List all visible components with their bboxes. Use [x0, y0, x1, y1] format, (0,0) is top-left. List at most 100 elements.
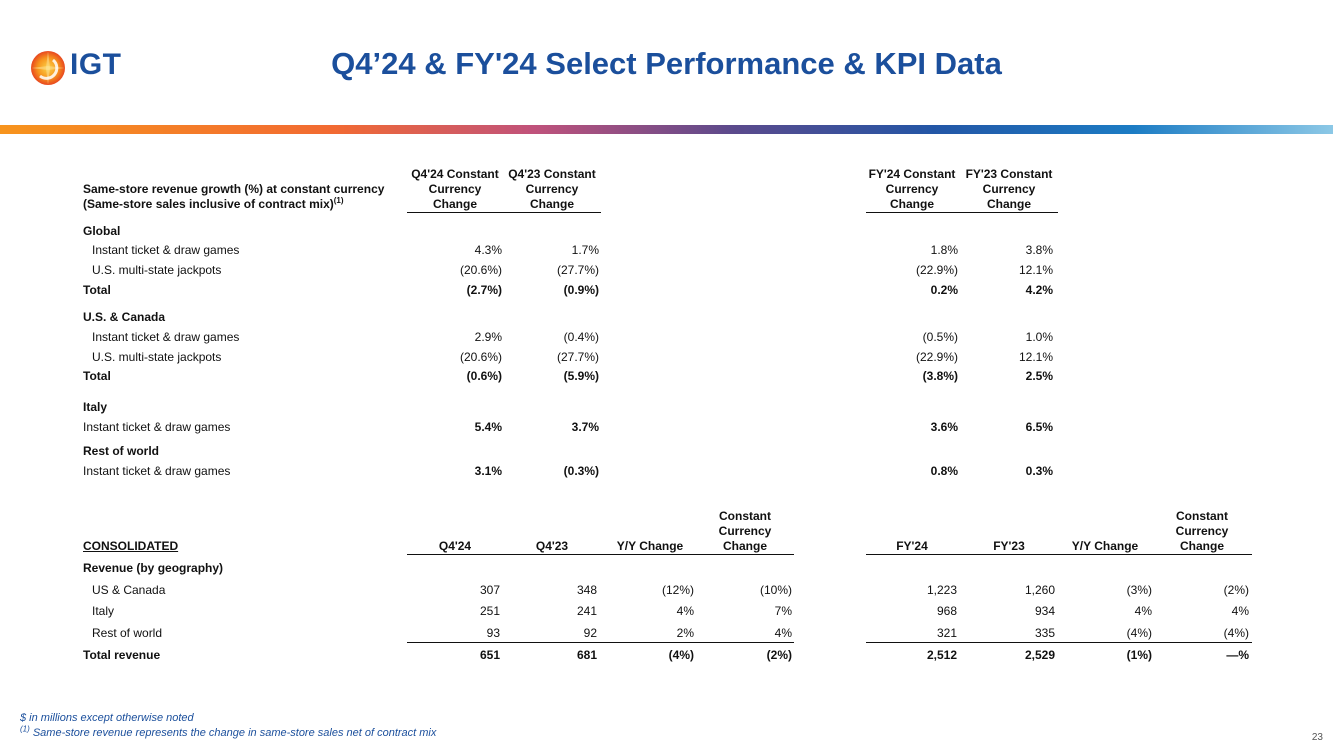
table-cell: —%: [1226, 648, 1249, 662]
column-header: Constant: [1176, 509, 1228, 523]
table-cell: 251: [479, 604, 500, 618]
table-cell: (3.8%): [922, 369, 958, 383]
table-cell: 241: [576, 604, 597, 618]
column-header: Q4'23 Constant: [508, 167, 596, 181]
column-header: FY'23 Constant: [965, 167, 1053, 181]
table-cell: 1,223: [926, 583, 957, 597]
table-cell: (22.9%): [915, 263, 958, 277]
table-cell: 4.3%: [474, 243, 502, 257]
table-cell: 7%: [774, 604, 792, 618]
table-cell: 2%: [676, 626, 694, 640]
column-header: Currency: [885, 182, 939, 196]
column-header: Q4'24 Constant: [411, 167, 499, 181]
column-header: FY'24 Constant: [868, 167, 956, 181]
table-cell: (22.9%): [915, 350, 958, 364]
table-cell: 3.7%: [571, 420, 599, 434]
table-cell: 0.8%: [930, 464, 958, 478]
table-row-label: Global: [83, 224, 121, 238]
table-cell: 2.9%: [474, 330, 502, 344]
table-cell: (4%): [1126, 626, 1152, 640]
column-header: Currency: [982, 182, 1036, 196]
page-title: Q4’24 & FY'24 Select Performance & KPI D…: [331, 46, 1002, 81]
table-cell: 0.2%: [930, 283, 958, 297]
table-cell: (4%): [1223, 626, 1249, 640]
header-rule: [407, 554, 794, 555]
table-row-label: U.S. & Canada: [83, 310, 166, 324]
header-rule: [407, 212, 601, 213]
table-row-label: Rest of world: [83, 444, 160, 458]
table-cell: 93: [486, 626, 500, 640]
footnote-units: $ in millions except otherwise noted: [20, 712, 194, 724]
table-cell: (27.7%): [556, 350, 599, 364]
table-cell: (1%): [1126, 648, 1152, 662]
table-cell: (5.9%): [563, 369, 599, 383]
table-cell: 651: [479, 648, 500, 662]
table-cell: 4%: [1231, 604, 1249, 618]
table-cell: 92: [583, 626, 597, 640]
table-cell: 0.3%: [1025, 464, 1053, 478]
table-row-label: Revenue (by geography): [83, 561, 224, 575]
table-row-label: Total: [83, 283, 111, 297]
table-cell: (0.5%): [922, 330, 958, 344]
table-cell: (12%): [661, 583, 694, 597]
column-header: Currency: [1175, 524, 1229, 538]
column-header: Change: [432, 197, 477, 211]
column-header: Q4'23: [535, 539, 569, 553]
table-row-label: U.S. multi-state jackpots: [92, 350, 222, 364]
table-row-label: Italy: [92, 604, 115, 618]
table-row-label: U.S. multi-state jackpots: [92, 263, 222, 277]
table-cell: (0.4%): [563, 330, 599, 344]
column-header: Q4'24: [438, 539, 472, 553]
table-cell: (27.7%): [556, 263, 599, 277]
table-cell: 934: [1034, 604, 1055, 618]
column-header: FY'24: [896, 539, 928, 553]
table-cell: 1,260: [1024, 583, 1055, 597]
column-header: Y/Y Change: [616, 539, 684, 553]
column-header: Currency: [718, 524, 772, 538]
footnote-marker: (1): [333, 196, 344, 205]
header-color-band: [0, 125, 1333, 134]
table-cell: 2.5%: [1025, 369, 1053, 383]
table-cell: 1.0%: [1025, 330, 1053, 344]
column-header: Y/Y Change: [1071, 539, 1139, 553]
table-cell: 1.8%: [930, 243, 958, 257]
table-cell: 307: [479, 583, 500, 597]
table-row-label: Instant ticket & draw games: [83, 464, 231, 478]
table-row-label: Instant ticket & draw games: [92, 330, 240, 344]
column-header: Change: [722, 539, 767, 553]
table-cell: 4.2%: [1025, 283, 1053, 297]
page-number: 23: [1311, 732, 1323, 743]
table-cell: (2.7%): [466, 283, 502, 297]
table-cell: 5.4%: [474, 420, 502, 434]
table-cell: (4%): [668, 648, 694, 662]
table-cell: 2,512: [926, 648, 957, 662]
table-cell: (20.6%): [459, 350, 502, 364]
consolidated-heading: CONSOLIDATED: [83, 539, 179, 553]
table-cell: 6.5%: [1025, 420, 1053, 434]
table-cell: 4%: [676, 604, 694, 618]
column-header: Change: [1179, 539, 1224, 553]
table-cell: (20.6%): [459, 263, 502, 277]
column-header: Constant: [719, 509, 771, 523]
table-row-label: US & Canada: [92, 583, 166, 597]
table-row-label: Total revenue: [83, 648, 161, 662]
table-row-label: Instant ticket & draw games: [92, 243, 240, 257]
column-header: FY'23: [993, 539, 1025, 553]
table-cell: (0.6%): [466, 369, 502, 383]
igt-logo-icon: [31, 51, 65, 85]
table-cell: 321: [936, 626, 957, 640]
logo-wordmark: IGT: [70, 48, 122, 81]
table-row-label: Instant ticket & draw games: [83, 420, 231, 434]
table-row-label: Italy: [83, 400, 108, 414]
table-cell: 12.1%: [1018, 350, 1053, 364]
column-header: Change: [889, 197, 934, 211]
table-cell: (0.3%): [563, 464, 599, 478]
table-cell: 335: [1034, 626, 1055, 640]
table-cell: 4%: [1134, 604, 1152, 618]
table-cell: 2,529: [1024, 648, 1055, 662]
table-cell: (2%): [1223, 583, 1249, 597]
column-header: Currency: [525, 182, 579, 196]
table-cell: 4%: [774, 626, 792, 640]
table-cell: 968: [936, 604, 957, 618]
table-cell: 1.7%: [571, 243, 599, 257]
